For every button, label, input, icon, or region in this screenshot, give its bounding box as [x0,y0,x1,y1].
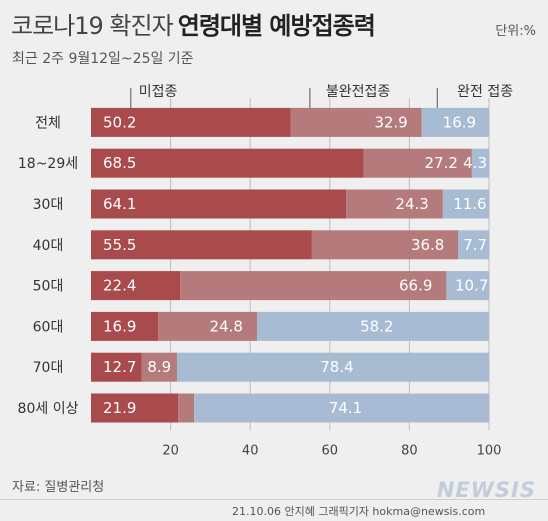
bar-segment [194,393,489,423]
legend-label: 불완전접종 [326,84,391,100]
data-label: 12.7 [103,358,136,376]
bar-segment [178,393,195,423]
data-label: 36.8 [411,236,444,254]
data-label: 27.2 [424,154,457,172]
chart-subtitle: 최근 2주 9월12일~25일 기준 [12,51,194,67]
bar-segment [290,107,422,137]
data-label: 78.4 [320,358,353,376]
data-label: 11.6 [453,195,486,213]
credit-line: 21.10.06 안지혜 그래픽기자 hokma@newsis.com [232,505,486,518]
data-label: 32.9 [374,113,407,131]
data-label: 55.5 [103,236,136,254]
data-label: 24.3 [395,195,428,213]
bar-segment [176,352,489,382]
data-label: 21.9 [103,399,136,417]
category-label: 60대 [33,319,64,335]
x-tick-label: 100 [477,443,502,458]
bar-segment [311,230,459,260]
category-label: 18~29세 [18,156,78,172]
x-tick-label: 60 [322,443,339,458]
bar-segment [363,148,472,178]
category-label: 70대 [33,360,64,376]
data-label: 58.2 [360,317,393,335]
bar-segment [158,311,257,341]
data-label: 22.4 [103,277,136,295]
bar-segment [141,352,177,382]
category-label: 40대 [33,238,64,254]
data-label: 8.9 [147,358,171,376]
legend-label: 완전 접종 [457,84,513,100]
data-label: 66.9 [399,277,432,295]
bar-segment [91,393,179,423]
bar-segment [446,271,489,301]
data-label: 50.2 [103,113,136,131]
data-label: 68.5 [103,154,136,172]
x-tick-label: 20 [162,443,179,458]
bar-segment [442,189,489,219]
data-label: 74.1 [329,399,362,417]
data-label: 10.7 [455,277,488,295]
bar-segment [91,352,142,382]
title-light: 코로나19 확진자 [11,12,174,40]
bar-segment [421,107,489,137]
data-label: 16.9 [443,113,476,131]
data-label: 16.9 [103,317,136,335]
title-bold: 연령대별 예방접종력 [177,12,376,40]
footer-divider [0,499,548,500]
chart-title: 코로나19 확진자 연령대별 예방접종력 [11,6,376,40]
bar-segment [458,230,489,260]
bar-segment [180,271,447,301]
category-label: 80세 이상 [18,401,79,417]
legend-label: 미접종 [139,84,178,100]
unit-label: 단위:% [495,24,536,39]
data-label: 24.8 [210,317,243,335]
category-label: 50대 [33,279,64,295]
bar-segment [91,148,364,178]
data-label: 7.7 [463,236,487,254]
bar-segment [471,148,489,178]
newsis-watermark-logo: NEWSIS [436,478,536,502]
bar-segment [346,189,443,219]
category-label: 30대 [33,197,64,213]
data-label: 4.3 [463,154,487,172]
bar-segment [91,189,347,219]
bar-segment [91,271,181,301]
bar-segment [91,230,312,260]
x-tick-label: 80 [401,443,418,458]
bar-segment [256,311,489,341]
bar-segment [91,107,291,137]
bar-segment [91,311,159,341]
source-note: 자료: 질병관리청 [12,480,105,495]
x-tick-label: 40 [242,443,259,458]
data-label: 64.1 [103,195,136,213]
category-label: 전체 [35,115,61,131]
